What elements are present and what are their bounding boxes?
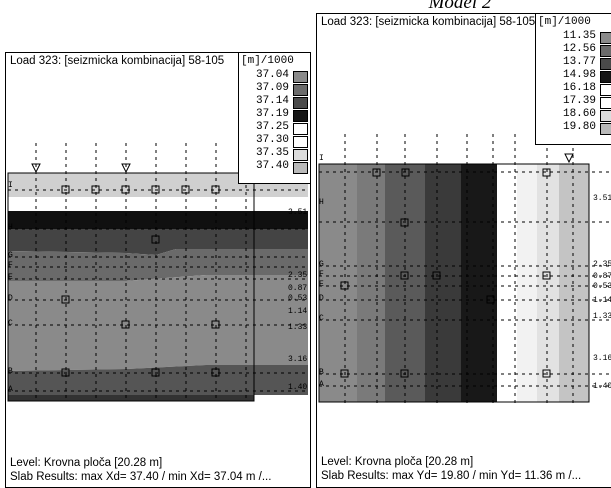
right-value-label: 2.35 — [593, 260, 611, 269]
right-legend-row: 17.39 — [536, 95, 611, 109]
right-value-label: 0.87 — [593, 272, 611, 281]
left-legend-swatch — [293, 136, 308, 148]
left-legend-value: 37.09 — [255, 82, 289, 94]
left-legend-unit: [m]/1000 — [241, 55, 294, 67]
right-result-panel[interactable]: Load 323: [seizmicka kombinacija] 58-105 — [316, 13, 611, 488]
left-legend-value: 37.14 — [255, 95, 289, 107]
right-legend-row: 12.56 — [536, 43, 611, 57]
left-legend-row: 37.40 — [239, 160, 310, 174]
left-axis-label-C: C — [8, 319, 13, 328]
right-legend-swatch — [600, 110, 611, 122]
right-legend: [m]/1000 11.35 12.56 13.77 14.98 16.18 1… — [535, 14, 611, 145]
left-value-label: 1.33 — [288, 323, 308, 332]
left-axis-label-I: I — [8, 181, 13, 190]
left-value-label: 3.16 — [288, 355, 308, 364]
right-axis-label-H: H — [319, 198, 324, 207]
left-value-label: 0.53 — [288, 294, 308, 303]
left-axis-label-D: D — [8, 294, 13, 303]
left-axis-label-G: G — [8, 251, 13, 260]
right-value-label: 1.33 — [593, 312, 611, 321]
left-axis-label-H: H — [8, 223, 13, 232]
right-legend-unit: [m]/1000 — [538, 16, 591, 28]
left-axis-label-A: A — [8, 385, 13, 394]
right-legend-row: 14.98 — [536, 69, 611, 83]
left-legend-swatch — [293, 149, 308, 161]
left-legend-row: 37.04 — [239, 69, 310, 83]
left-axis-label-F: F — [8, 261, 13, 270]
right-legend-swatch — [600, 123, 611, 135]
left-value-label: 0.87 — [288, 284, 308, 293]
left-legend-row: 37.35 — [239, 147, 310, 161]
left-legend-value: 37.40 — [255, 160, 289, 172]
left-legend-row: 37.25 — [239, 121, 310, 135]
right-legend-swatch — [600, 45, 611, 57]
right-axis-label-E: E — [319, 280, 324, 289]
right-footer-level: Level: Krovna ploča [20.28 m] — [321, 456, 474, 468]
left-legend-value: 37.19 — [255, 108, 289, 120]
left-legend-swatch — [293, 123, 308, 135]
right-axis-label-D: D — [319, 294, 324, 303]
right-legend-value: 12.56 — [562, 43, 596, 55]
left-slab-contour — [7, 143, 308, 402]
left-legend-row: 37.19 — [239, 108, 310, 122]
right-legend-value: 19.80 — [562, 121, 596, 133]
right-axis-label-B: B — [319, 368, 324, 377]
right-legend-row: 11.35 — [536, 30, 611, 44]
right-value-label: 0.53 — [593, 282, 611, 291]
left-footer-level: Level: Krovna ploča [20.28 m] — [10, 457, 163, 469]
right-value-label: 1.14 — [593, 296, 611, 305]
right-legend-value: 13.77 — [562, 56, 596, 68]
left-legend-swatch — [293, 71, 308, 83]
left-footer-result: Slab Results: max Xd= 37.40 / min Xd= 37… — [10, 471, 272, 483]
right-axis-label-C: C — [319, 314, 324, 323]
right-value-label: 1.40 — [593, 382, 611, 391]
left-legend-value: 37.35 — [255, 147, 289, 159]
left-axis-label-B: B — [8, 367, 13, 376]
right-value-label: 3.16 — [593, 354, 611, 363]
right-panel-title: Load 323: [seizmicka kombinacija] 58-105 — [321, 16, 536, 28]
right-legend-swatch — [600, 84, 611, 96]
right-legend-row: 19.80 — [536, 121, 611, 135]
left-legend: [m]/1000 37.04 37.09 37.14 37.19 37.25 3… — [238, 53, 310, 184]
right-legend-value: 11.35 — [562, 30, 596, 42]
left-value-label: 1.40 — [288, 383, 308, 392]
right-legend-swatch — [600, 71, 611, 83]
left-value-label: 1.14 — [288, 307, 308, 316]
left-legend-value: 37.30 — [255, 134, 289, 146]
right-legend-row: 16.18 — [536, 82, 611, 96]
left-value-label: 3.51 — [288, 208, 308, 217]
left-value-label: 2.35 — [288, 271, 308, 280]
right-legend-value: 16.18 — [562, 82, 596, 94]
right-legend-value: 17.39 — [562, 95, 596, 107]
left-legend-row: 37.09 — [239, 82, 310, 96]
left-legend-swatch — [293, 97, 308, 109]
left-legend-row: 37.30 — [239, 134, 310, 148]
right-axis-label-A: A — [319, 380, 324, 389]
right-axis-label-F: F — [319, 270, 324, 279]
right-axis-label-G: G — [319, 260, 324, 269]
right-legend-row: 13.77 — [536, 56, 611, 70]
left-panel-title: Load 323: [seizmicka kombinacija] 58-105 — [10, 55, 225, 67]
right-value-label: 3.51 — [593, 194, 611, 203]
left-result-panel[interactable]: Load 323: [seizmicka kombinacija] 58-105 — [5, 52, 311, 488]
right-legend-row: 18.60 — [536, 108, 611, 122]
left-legend-swatch — [293, 84, 308, 96]
right-legend-swatch — [600, 32, 611, 44]
left-legend-value: 37.25 — [255, 121, 289, 133]
right-legend-swatch — [600, 97, 611, 109]
right-legend-value: 18.60 — [562, 108, 596, 120]
right-legend-swatch — [600, 58, 611, 70]
right-slab-contour — [318, 134, 611, 406]
left-legend-swatch — [293, 162, 308, 174]
left-axis-label-E: E — [8, 273, 13, 282]
right-legend-value: 14.98 — [562, 69, 596, 81]
page-title: Model 2 — [428, 0, 492, 13]
left-legend-value: 37.04 — [255, 69, 289, 81]
left-legend-swatch — [293, 110, 308, 122]
left-legend-row: 37.14 — [239, 95, 310, 109]
right-footer-result: Slab Results: max Yd= 19.80 / min Yd= 11… — [321, 470, 582, 482]
right-axis-label-I: I — [319, 154, 324, 163]
